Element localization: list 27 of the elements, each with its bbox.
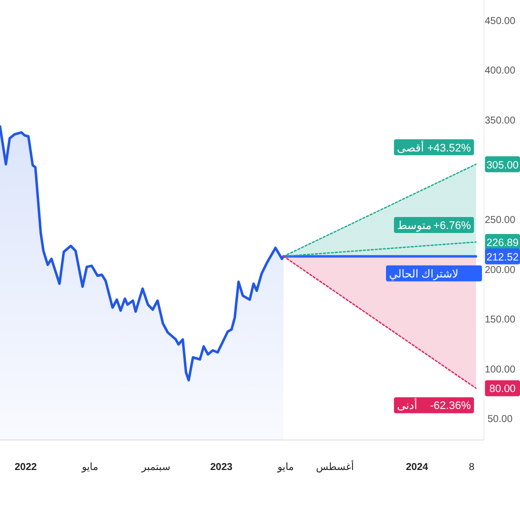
annotation: +43.52% bbox=[427, 142, 472, 154]
x-tick-label: أغسطس bbox=[316, 460, 354, 473]
x-tick-label: مايو bbox=[80, 462, 98, 473]
y-tick-label: 400.00 bbox=[484, 66, 516, 77]
x-tick-label: 8 bbox=[468, 462, 475, 473]
y-tick-label: 250.00 bbox=[484, 215, 516, 226]
y-tick-label: 212.52 bbox=[486, 251, 519, 264]
x-tick-label: سبتمبر bbox=[140, 462, 170, 473]
y-tick-label: 226.89 bbox=[486, 237, 519, 250]
y-tick-label: 450.00 bbox=[484, 16, 516, 27]
y-tick-label: 200.00 bbox=[484, 264, 516, 276]
text: أدنى bbox=[396, 398, 418, 412]
series-label: لاشتراك الحالي bbox=[389, 268, 458, 280]
text: أقصى bbox=[396, 140, 424, 154]
x-tick-label: 2024 bbox=[406, 462, 429, 473]
y-tick-label: 350.00 bbox=[484, 115, 516, 126]
x-tick-label: 2023 bbox=[210, 462, 233, 473]
y-tick-label: 305.00 bbox=[486, 159, 519, 172]
series-label: متوسط bbox=[396, 220, 432, 232]
annotation: +6.76% bbox=[433, 220, 472, 232]
y-tick-label: 80.00 bbox=[489, 383, 516, 396]
annotation: -62.36% bbox=[430, 400, 472, 412]
y-tick-label: 100.00 bbox=[484, 364, 516, 376]
x-tick-label: مايو bbox=[276, 462, 294, 473]
x-tick-label: 2022 bbox=[14, 462, 38, 473]
y-tick-label: 150.00 bbox=[484, 314, 516, 326]
y-tick-label: 50.00 bbox=[487, 414, 513, 426]
